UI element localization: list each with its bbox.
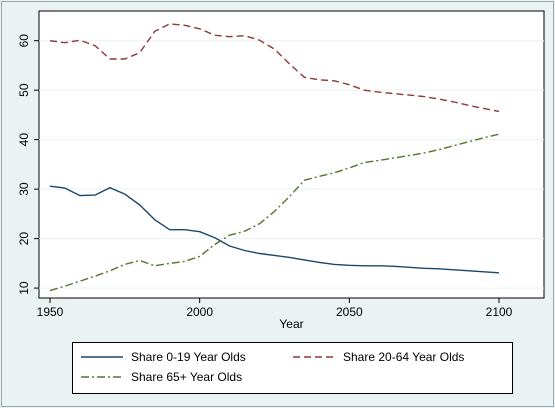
- x-tick-label-2050: 2050: [336, 305, 363, 319]
- series-lines: [49, 23, 500, 292]
- legend-item-share-20-64: Share 20-64 Year Olds: [293, 349, 464, 365]
- x-tick-label-2000: 2000: [186, 305, 213, 319]
- grid-lines: [39, 40, 544, 289]
- legend-label-0-19: Share 0-19 Year Olds: [131, 350, 246, 364]
- legend-swatch-20-64: [293, 356, 335, 358]
- x-axis-title: Year: [279, 317, 303, 331]
- y-tick-label-10: 10: [17, 281, 31, 295]
- legend: Share 0-19 Year Olds Share 20-64 Year Ol…: [72, 342, 513, 394]
- legend-item-share-0-19: Share 0-19 Year Olds: [81, 349, 246, 365]
- series-line-1: [49, 23, 500, 113]
- legend-label-20-64: Share 20-64 Year Olds: [343, 350, 465, 364]
- legend-swatch-0-19: [81, 356, 123, 358]
- plot-area: [38, 10, 545, 299]
- y-tick-label-20: 20: [17, 232, 31, 246]
- legend-swatch-65plus: [81, 376, 123, 378]
- x-tick-label-1950: 1950: [37, 305, 64, 319]
- legend-item-share-65plus: Share 65+ Year Olds: [81, 369, 242, 385]
- y-tick-label-40: 40: [17, 133, 31, 147]
- x-tick-label-2100: 2100: [486, 305, 513, 319]
- y-tick-label-60: 60: [17, 34, 31, 48]
- x-axis: 1950 2000 2050 2100: [37, 298, 513, 319]
- series-line-2: [49, 133, 500, 292]
- y-tick-label-30: 30: [17, 182, 31, 196]
- y-axis: 10 20 30 40 50 60: [17, 34, 39, 295]
- y-tick-label-50: 50: [17, 83, 31, 97]
- series-line-0: [49, 185, 500, 274]
- legend-label-65plus: Share 65+ Year Olds: [131, 370, 243, 384]
